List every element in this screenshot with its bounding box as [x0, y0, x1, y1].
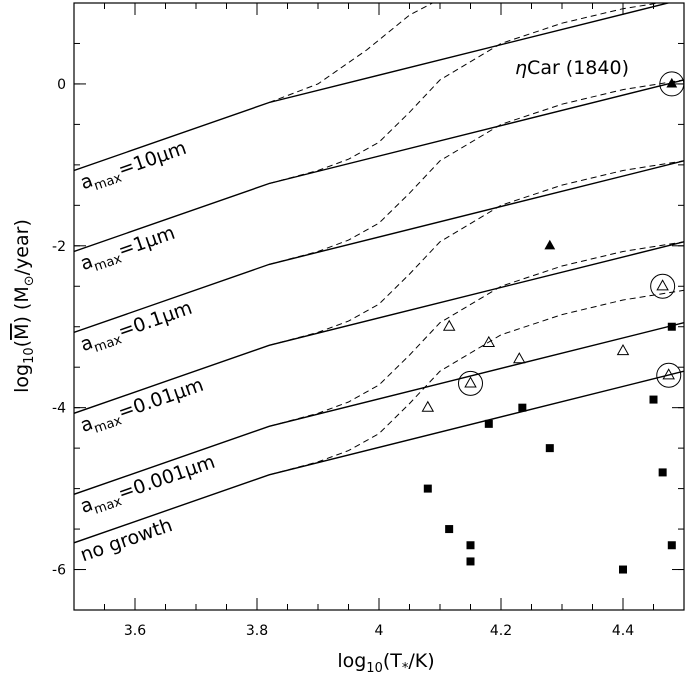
dashed-curve-1 — [269, 3, 434, 103]
filled-square-point — [466, 541, 475, 550]
eta-symbol: η — [515, 57, 527, 79]
filled-square-point — [649, 395, 658, 404]
y-axis-title-sun: ⊙ — [22, 275, 37, 286]
y-axis-title-sub: 10 — [22, 347, 37, 364]
solid-curve-a0001 — [74, 322, 684, 495]
solid-curve-nogrowth — [74, 370, 684, 544]
y-axis-title-prefix: log — [11, 364, 33, 393]
x-tick-label: 4 — [375, 623, 384, 639]
x-tick-label: 4.2 — [490, 623, 512, 639]
y-tick-label: -4 — [52, 401, 66, 417]
x-axis-title-prefix: log — [337, 650, 366, 672]
filled-square-point — [619, 565, 627, 574]
circled-marker — [650, 273, 676, 299]
y-axis-title-middle: ) (M — [11, 286, 33, 323]
y-tick-label: -2 — [52, 239, 66, 255]
filled-square-point — [667, 322, 676, 331]
y-axis-title-close: /year) — [11, 219, 33, 275]
filled-square-point — [484, 419, 493, 428]
dashed-curve-2 — [269, 3, 663, 184]
x-axis-title-sub: 10 — [366, 661, 383, 676]
x-axis-title: log10(T*/K) — [337, 650, 434, 676]
y-axis-title-mdot: M — [11, 324, 33, 340]
filled-triangle-point — [666, 77, 678, 88]
x-tick-label: 4.4 — [612, 623, 634, 639]
solid-curve-a1 — [74, 79, 684, 253]
filled-square-point — [658, 468, 667, 477]
filled-square-point — [518, 403, 527, 412]
axis-ticks: 3.6 3.8 4 4.2 4.4 0 -2 -4 -6 — [52, 2, 685, 639]
dashed-curve-3 — [269, 79, 684, 265]
x-axis-title-star: * — [402, 661, 409, 676]
circled-marker — [656, 362, 682, 388]
dashed-curve-4 — [269, 160, 684, 346]
filled-square-point — [667, 541, 676, 550]
x-tick-label: 3.6 — [124, 623, 146, 639]
eta-car-text: Car (1840) — [527, 57, 629, 79]
filled-triangle-point — [544, 239, 556, 250]
open-triangle-point — [656, 279, 669, 291]
dashed-curve-5 — [269, 241, 684, 427]
eta-car-annotation: ηCar (1840) — [515, 57, 629, 79]
y-axis-title: log10(M) (M⊙/year) — [11, 219, 37, 393]
filled-square-point — [545, 444, 554, 453]
model-curves — [74, 3, 684, 544]
filled-square-point — [445, 525, 454, 534]
y-tick-label: -6 — [52, 563, 66, 579]
open-triangle-point — [513, 352, 526, 364]
solid-curve-a01 — [74, 160, 684, 334]
open-triangle-point — [482, 335, 496, 347]
data-points — [421, 71, 685, 574]
open-triangle-point — [464, 376, 477, 388]
x-tick-label: 3.8 — [246, 623, 268, 639]
x-axis-title-open: (T — [383, 650, 402, 672]
y-axis-title-open: ( — [11, 340, 33, 347]
open-triangle-point — [442, 319, 456, 331]
circled-marker — [458, 370, 483, 396]
open-triangle-point — [421, 400, 435, 412]
filled-square-point — [423, 484, 432, 493]
y-tick-label: 0 — [57, 77, 66, 93]
open-triangle-point — [616, 343, 630, 356]
x-axis-title-close: /K) — [408, 650, 434, 672]
solid-curve-a10 — [74, 3, 671, 172]
solid-curve-a001 — [74, 241, 684, 414]
filled-square-point — [466, 557, 475, 566]
open-triangle-point — [662, 368, 675, 380]
